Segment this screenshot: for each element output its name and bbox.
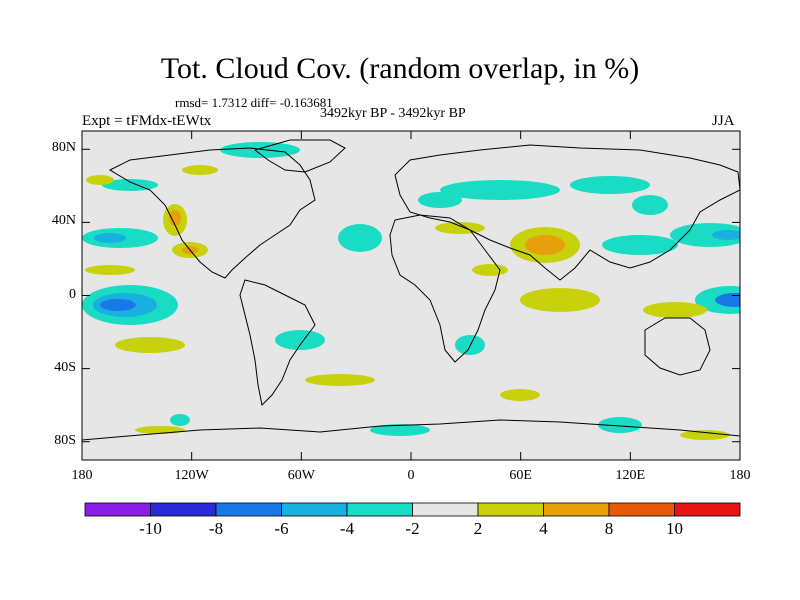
colorbar-label: -6 xyxy=(274,519,289,538)
anomaly-patch xyxy=(100,299,136,311)
anomaly-patch xyxy=(500,389,540,401)
coastline-africa xyxy=(389,214,501,363)
lon-tick-label: 0 xyxy=(407,468,415,483)
anomaly-patch xyxy=(275,330,325,350)
colorbar-label: -8 xyxy=(208,519,224,538)
anomaly-patch xyxy=(86,175,114,185)
anomaly-patch xyxy=(525,235,565,255)
colorbar-swatch xyxy=(543,502,610,517)
anomaly-patch xyxy=(598,417,642,433)
colorbar-swatch xyxy=(477,502,544,517)
colorbar-swatch xyxy=(281,502,348,517)
anomaly-patch xyxy=(135,426,185,434)
colorbar-label: 10 xyxy=(666,519,683,538)
anomaly-patch xyxy=(370,424,430,436)
anomaly-patch xyxy=(169,210,181,226)
colorbar-swatch xyxy=(84,502,151,517)
colorbar-swatch xyxy=(215,502,282,517)
colorbar-label: -10 xyxy=(139,519,162,538)
anomaly-patch xyxy=(680,430,730,440)
lon-tick-label: 60W xyxy=(287,468,315,483)
colorbar-label: 8 xyxy=(604,519,614,538)
colorbar-label: -2 xyxy=(405,519,420,538)
lat-tick-label: 0 xyxy=(69,286,76,302)
coastlines xyxy=(82,139,740,441)
anomaly-patch xyxy=(115,337,185,353)
anomaly-patch xyxy=(338,224,382,252)
lon-tick-label: 60E xyxy=(509,468,532,483)
axis-ticks xyxy=(81,131,741,460)
lat-tick-label: 80N xyxy=(51,140,76,156)
colorbar xyxy=(84,502,741,517)
anomaly-patch xyxy=(94,233,126,243)
coastline-north-america xyxy=(108,147,316,279)
anomaly-patch xyxy=(170,414,190,426)
colorbar-label: -4 xyxy=(339,519,355,538)
lon-tick-label: 120E xyxy=(615,468,646,483)
map-title: Tot. Cloud Cov. (random overlap, in %) xyxy=(160,52,640,85)
anomaly-patch xyxy=(440,180,560,200)
coastline-greenland xyxy=(253,139,346,173)
colorbar-swatch xyxy=(674,502,741,517)
lat-tick-label: 40N xyxy=(51,213,76,229)
anomaly-patch xyxy=(602,235,678,255)
season-label: JJA xyxy=(712,113,735,129)
anomaly-patch xyxy=(670,223,740,247)
anomaly-patch xyxy=(715,293,740,307)
anomaly-patch xyxy=(472,264,508,276)
anomaly-patch xyxy=(520,288,600,312)
coastline-antarctica xyxy=(82,419,740,441)
anomaly-patch xyxy=(643,302,707,318)
anomaly-patch xyxy=(220,142,300,158)
colorbar-swatch xyxy=(150,502,217,517)
coastline-eurasia xyxy=(394,144,740,281)
lon-tick-label: 120W xyxy=(174,468,209,483)
colorbar-swatch xyxy=(412,502,479,517)
anomaly-patch xyxy=(182,165,218,175)
stats-label: rmsd= 1.7312 diff= -0.163681 xyxy=(175,95,333,110)
coastline-south-america xyxy=(239,279,316,407)
colorbar-label: 2 xyxy=(473,519,483,538)
lon-tick-label: 180 xyxy=(729,468,751,483)
anomaly-patch xyxy=(570,176,650,194)
lat-tick-label: 80S xyxy=(54,432,76,448)
anomaly-patch xyxy=(305,374,375,386)
period-label: 3492kyr BP - 3492kyr BP xyxy=(320,106,466,121)
anomaly-patch xyxy=(712,230,740,240)
anomaly-patch xyxy=(418,192,462,208)
anomaly-patch xyxy=(85,265,135,275)
colorbar-swatch xyxy=(608,502,675,517)
colorbar-swatch xyxy=(346,502,413,517)
anomaly-patch xyxy=(632,195,668,215)
colorbar-label: 4 xyxy=(539,519,548,538)
experiment-label: Expt = tFMdx-tEWtx xyxy=(82,113,212,129)
lat-tick-label: 40S xyxy=(54,359,76,375)
coastline-australia xyxy=(644,317,711,376)
lon-tick-label: 180 xyxy=(71,468,93,483)
